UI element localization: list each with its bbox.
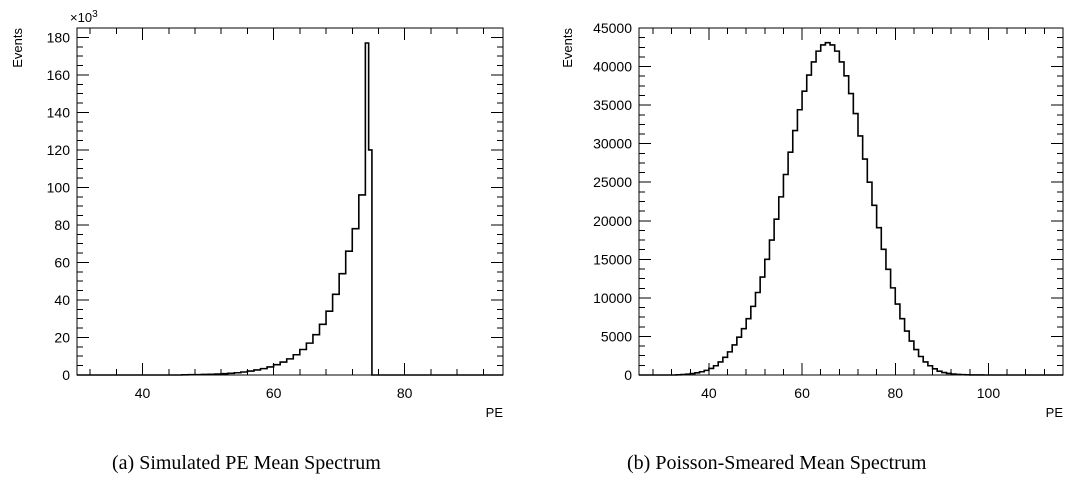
y-tick-label: 45000	[593, 20, 632, 36]
y-tick-label: 25000	[593, 174, 632, 190]
x-tick-label: 80	[887, 385, 903, 401]
y-tick-label: 40000	[593, 59, 632, 75]
histogram-bin	[811, 62, 816, 375]
histogram-bin	[872, 205, 877, 375]
plot-frame	[76, 27, 504, 376]
histogram-bin	[839, 62, 844, 375]
y-tick-label: 80	[54, 217, 70, 233]
histogram-outline	[639, 41, 1063, 376]
y-tick-label: 5000	[601, 328, 632, 344]
histogram-bin	[807, 75, 812, 375]
histogram-bin	[825, 43, 830, 375]
histogram-bin	[287, 359, 294, 375]
y-tick-label: 100	[47, 179, 71, 195]
histogram-bin	[835, 51, 840, 375]
histogram-bin	[863, 159, 868, 375]
y-exponent-power: 3	[92, 9, 98, 20]
x-tick-label: 40	[701, 385, 717, 401]
histogram-bin	[306, 343, 313, 375]
histogram-bin	[333, 294, 340, 375]
x-axis-label: PE	[1046, 405, 1064, 420]
histogram-bin	[793, 131, 798, 375]
histogram-bin	[300, 349, 307, 375]
chart-a: 0 20 40 60 80 100 120 140 160 180 40 60 80 PE Events ×1…	[10, 9, 504, 420]
chart-b: 0 5000 10000 15000 20000 25000 30000 35000 40000…	[560, 20, 1064, 420]
histogram-bin	[274, 365, 281, 375]
histogram-bin	[797, 110, 802, 375]
histogram-bin	[339, 274, 346, 375]
y-tick-label: 40	[54, 292, 70, 308]
y-tick-label: 20	[54, 329, 70, 345]
y-axis-label: Events	[560, 28, 575, 68]
y-tick-label: 35000	[593, 97, 632, 113]
histogram-bin	[849, 94, 854, 375]
y-tick-label: 140	[47, 104, 71, 120]
y-tick-label: 0	[624, 367, 632, 383]
histogram-bin	[769, 240, 774, 375]
plot-frame	[638, 27, 1064, 376]
y-axis-label: Events	[10, 28, 25, 68]
x-tick-label: 40	[135, 385, 151, 401]
histogram-bin	[802, 91, 807, 375]
histogram-bin	[830, 45, 835, 375]
caption-a: (a) Simulated PE Mean Spectrum	[112, 452, 381, 474]
y-tick-label: 180	[47, 29, 71, 45]
y-tick-label: 20000	[593, 213, 632, 229]
x-axis-label: PE	[486, 405, 504, 420]
y-tick-label: 0	[62, 367, 70, 383]
histogram-bin	[853, 114, 858, 375]
histogram-bin	[821, 45, 826, 375]
y-tick-label: 10000	[593, 290, 632, 306]
y-tick-label: 15000	[593, 251, 632, 267]
histogram-bin	[359, 195, 366, 375]
x-tick-label: 100	[977, 385, 1001, 401]
histogram-bin	[858, 136, 863, 375]
y-tick-label: 120	[47, 142, 71, 158]
histogram-bin	[293, 355, 300, 375]
x-tick-label: 80	[397, 385, 413, 401]
histogram-bin	[779, 197, 784, 375]
histogram-bin	[867, 182, 872, 375]
histogram-bin	[319, 324, 326, 375]
histogram-bin	[267, 367, 274, 375]
histogram-bin	[788, 152, 793, 375]
histogram-bin	[280, 362, 287, 375]
x-tick-label: 60	[266, 385, 282, 401]
y-tick-label: 60	[54, 254, 70, 270]
y-tick-label: 160	[47, 67, 71, 83]
histogram-bin	[313, 335, 320, 375]
histogram-outline	[77, 42, 503, 376]
y-exponent-label: ×103	[70, 9, 98, 25]
histogram-bin	[261, 369, 268, 375]
histogram-bin	[774, 219, 779, 375]
histogram-bin	[816, 51, 821, 375]
x-tick-label: 60	[794, 385, 810, 401]
caption-b: (b) Poisson-Smeared Mean Spectrum	[627, 452, 927, 474]
histogram-bin	[326, 311, 333, 375]
histogram-bin	[783, 175, 788, 375]
histogram-bin	[352, 229, 359, 375]
histogram-bin	[844, 76, 849, 375]
y-tick-label: 30000	[593, 136, 632, 152]
histogram-bin	[346, 251, 353, 375]
